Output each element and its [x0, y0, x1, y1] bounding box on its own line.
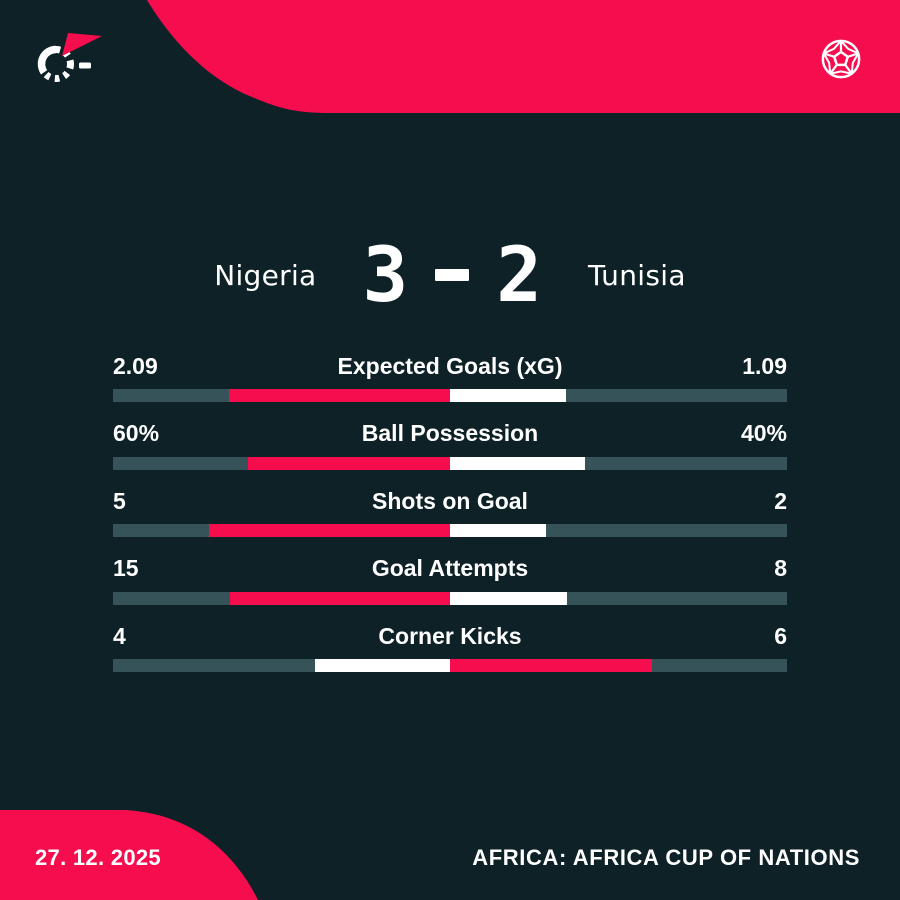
score-row: Nigeria 3 2 Tunisia: [0, 228, 900, 322]
stopwatch-arc: [37, 45, 57, 75]
stat-label: Corner Kicks: [378, 622, 522, 649]
stat-label: Shots on Goal: [372, 487, 528, 514]
flashscore-logo: [37, 33, 102, 82]
stat-away-value: 6: [774, 622, 787, 649]
stat-bar-home-segment: [247, 456, 450, 470]
stat-bar-away-segment: [450, 591, 568, 605]
soccer-ball-icon: [821, 39, 861, 79]
stat-bar-track: [113, 659, 787, 672]
stat-bar-home-segment: [209, 524, 450, 537]
stat-text: 5 Shots on Goal 2: [113, 486, 787, 516]
stat-label: Expected Goals (xG): [337, 352, 563, 379]
stat-row-goal-attempts: 15 Goal Attempts 8: [113, 550, 787, 618]
stat-row-shots-on-goal: 5 Shots on Goal 2: [113, 482, 787, 550]
home-score: 3: [362, 230, 409, 319]
stat-home-value: 2.09: [113, 352, 158, 379]
stat-bar-away-segment: [450, 456, 585, 470]
stat-home-value: 4: [113, 622, 126, 649]
stat-text: 60% Ball Possession 40%: [113, 419, 787, 449]
away-team-name: Tunisia: [588, 258, 686, 292]
stat-row-expected-goals-xg: 2.09 Expected Goals (xG) 1.09: [113, 347, 787, 415]
stat-bar-home-segment: [315, 659, 450, 672]
stat-bar-track: [113, 456, 787, 470]
stat-label: Goal Attempts: [371, 555, 529, 581]
stat-text: 2.09 Expected Goals (xG) 1.09: [113, 351, 787, 381]
match-date: 27. 12. 2025: [35, 845, 161, 870]
away-score: 2: [496, 230, 543, 319]
stat-home-value: 5: [113, 487, 126, 514]
stats-list: 2.09 Expected Goals (xG) 1.09 60% Ball Posse…: [113, 347, 787, 685]
stat-home-value: 60%: [113, 420, 160, 446]
stat-home-value: 15: [113, 555, 139, 581]
stat-bar-away-segment: [450, 659, 653, 672]
stat-bar-home-segment: [230, 591, 450, 605]
stat-away-value: 40%: [740, 420, 787, 446]
stat-bar-away-segment: [450, 389, 566, 402]
match-score: 3 2: [363, 237, 543, 313]
stopwatch-tick: [79, 62, 91, 69]
stat-bar-track: [113, 591, 787, 605]
stat-away-value: 8: [774, 555, 787, 581]
score-separator: [435, 269, 470, 281]
stat-label: Ball Possession: [361, 420, 539, 446]
stat-row-corner-kicks: 4 Corner Kicks 6: [113, 617, 787, 685]
stat-bar-away-segment: [450, 524, 547, 537]
home-team-name: Nigeria: [214, 258, 317, 292]
stat-text: 4 Corner Kicks 6: [113, 621, 787, 651]
stat-away-value: 1.09: [742, 352, 787, 379]
header-band: [147, 0, 900, 113]
stopwatch-dashes: [38, 46, 74, 82]
stat-row-ball-possession: 60% Ball Possession 40%: [113, 415, 787, 483]
stat-bar-home-segment: [228, 389, 450, 402]
competition-name: AFRICA: AFRICA CUP OF NATIONS: [472, 845, 860, 870]
stat-text: 15 Goal Attempts 8: [113, 554, 787, 584]
stat-bar-track: [113, 524, 787, 537]
stat-away-value: 2: [774, 487, 787, 514]
stat-bar-track: [113, 389, 787, 402]
logo-flag: [62, 33, 102, 56]
